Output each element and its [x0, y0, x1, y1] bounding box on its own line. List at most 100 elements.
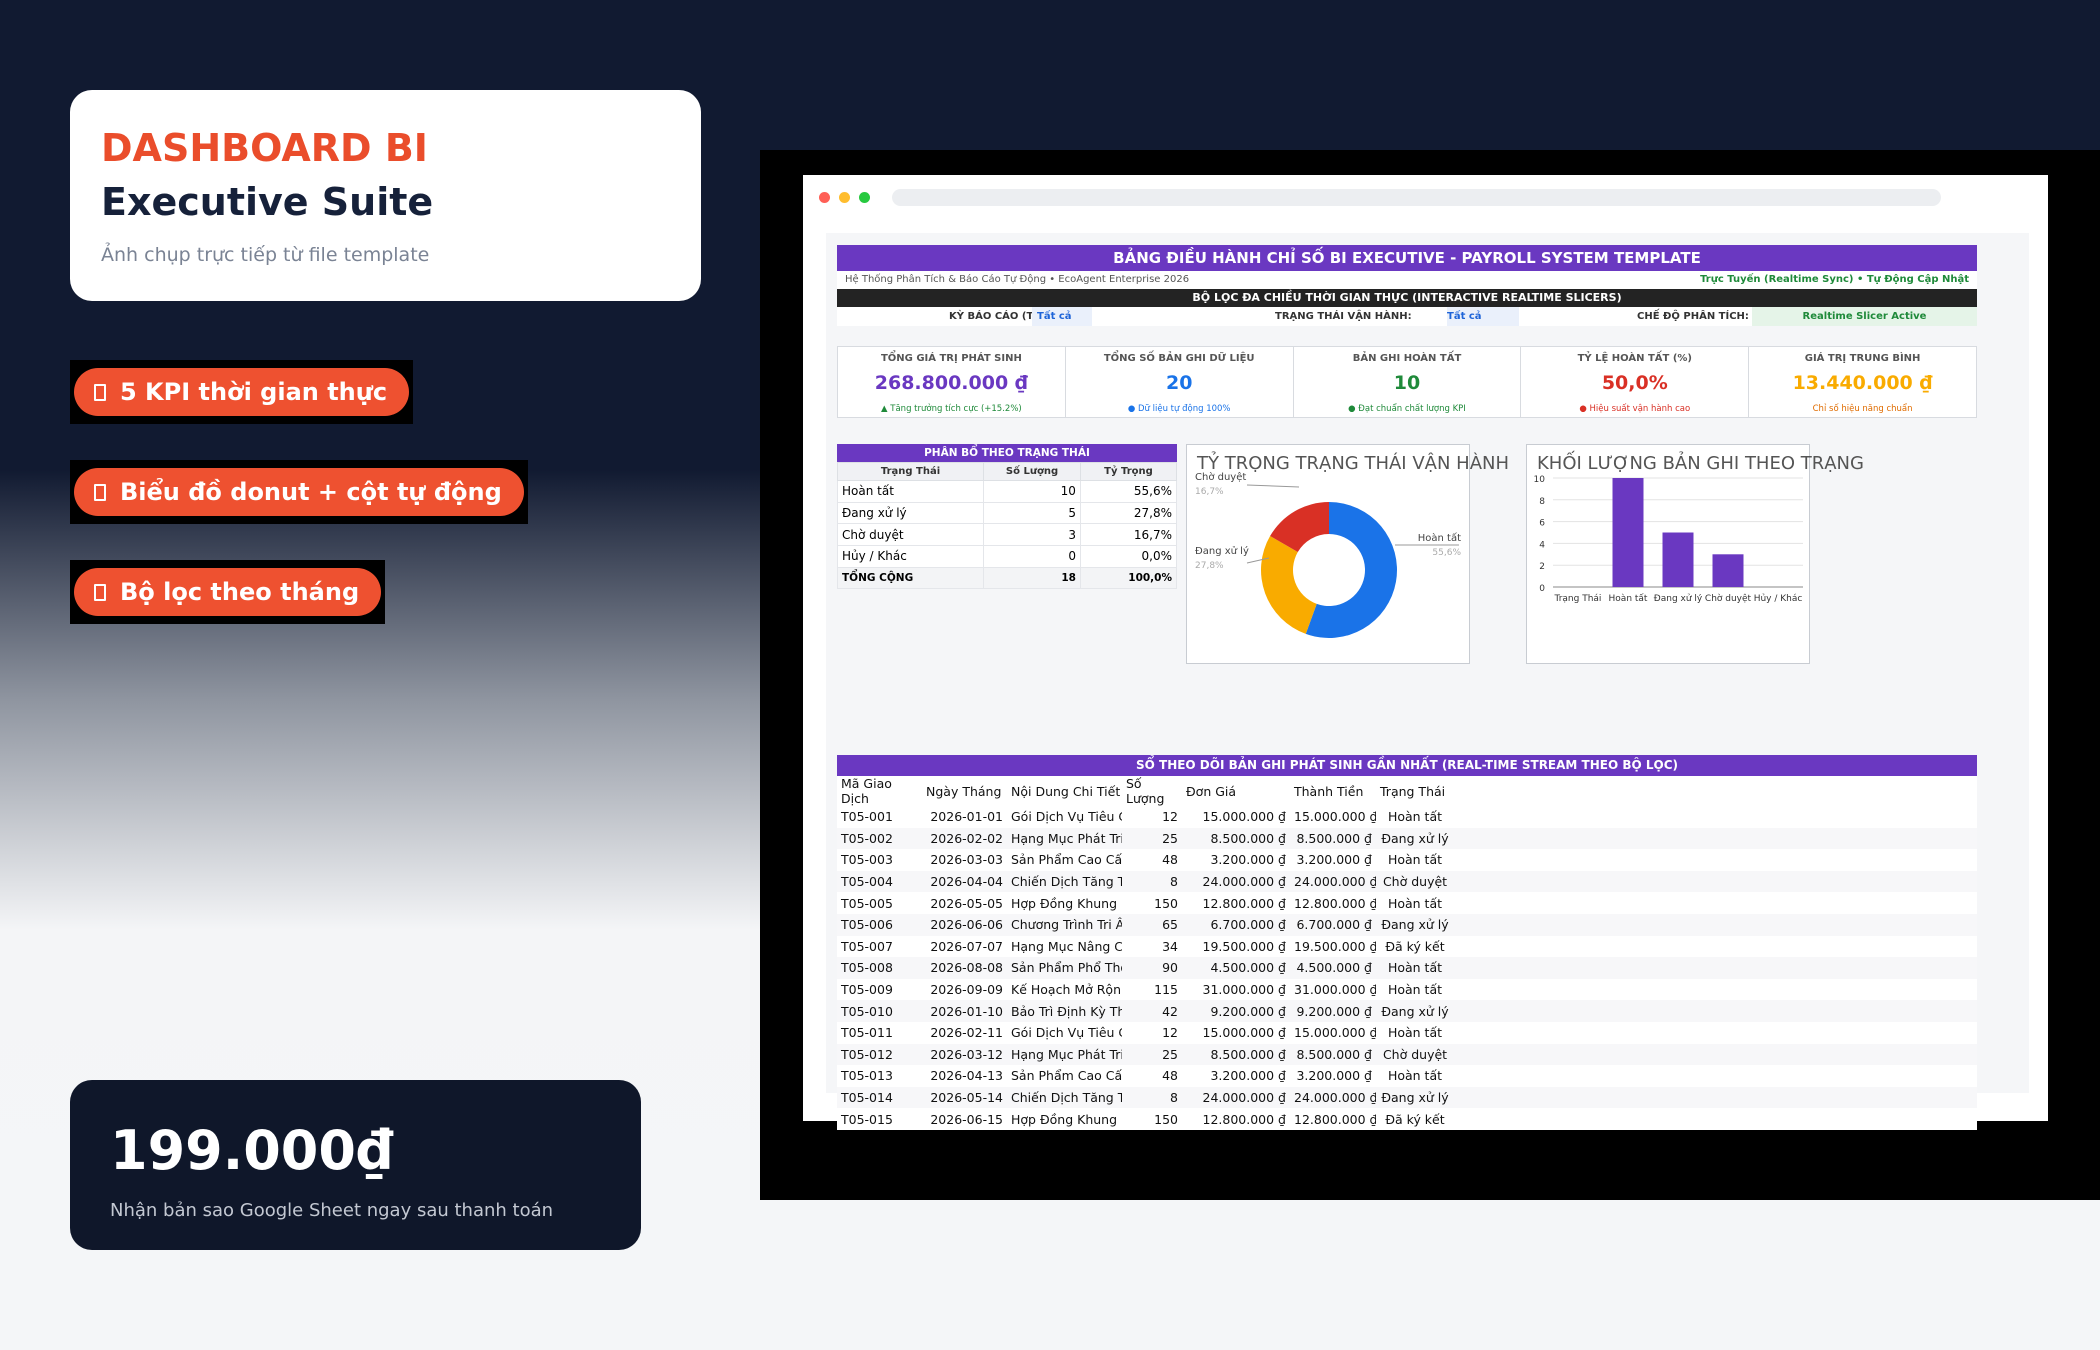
table-cell: 48	[1162, 852, 1178, 868]
table-cell: T05-011	[841, 1025, 893, 1041]
table-cell: 18	[983, 566, 1081, 590]
table-cell: Hạng Mục Nâng Cấ	[1011, 938, 1122, 954]
x-tick-label: Hoàn tất	[1609, 593, 1648, 604]
table-cell: 2026-04-13	[930, 1068, 1003, 1084]
table-row[interactable]: T05-007 2026-07-07 Hạng Mục Nâng Cấ 34 19.50…	[837, 936, 1977, 958]
table-row: Hủy / Khác 0 0,0%	[836, 545, 1178, 568]
price-card: 199.000₫ Nhận bản sao Google Sheet ngay …	[70, 1080, 641, 1250]
table-cell: 24.000.000 ₫	[1182, 1086, 1290, 1109]
donut-category-label: Hoàn tất	[1418, 532, 1461, 544]
table-cell: Hoàn tất	[1376, 957, 1454, 979]
donut-slice[interactable]	[1261, 536, 1317, 634]
table-cell: 24.000.000 ₫	[1182, 870, 1290, 893]
donut-value-label: 27,8%	[1195, 561, 1224, 571]
table-row[interactable]: T05-001 2026-01-01 Gói Dịch Vụ Tiêu C 12 15.…	[837, 806, 1977, 828]
table-cell: 34	[1162, 938, 1178, 954]
kpi-value: 268.800.000 ₫	[874, 372, 1029, 394]
price-note: Nhận bản sao Google Sheet ngay sau thanh…	[110, 1200, 554, 1221]
column-header-empty	[1454, 776, 1977, 806]
table-cell: Hợp Đồng Khung (	[1011, 895, 1122, 911]
feature-pill-charts[interactable]: Biểu đồ donut + cột tự động	[74, 468, 524, 516]
table-row[interactable]: T05-012 2026-03-12 Hạng Mục Phát Tri 25 8.50…	[837, 1043, 1977, 1066]
table-cell: Hoàn tất	[1387, 1025, 1443, 1041]
table-cell-empty	[1454, 827, 1977, 850]
bar[interactable]	[1662, 532, 1694, 588]
table-row[interactable]: T05-003 2026-03-03 Sản Phẩm Cao Cấp 48 3.200…	[837, 849, 1977, 871]
column-header: Mã Giao Dịch	[837, 776, 922, 806]
table-row[interactable]: T05-014 2026-05-14 Chiến Dịch Tăng Tr 8 24.0…	[837, 1086, 1977, 1109]
transaction-ledger: SỔ THEO DÕI BẢN GHI PHÁT SINH GẦN NHẤT (…	[837, 755, 1977, 1130]
donut-slice[interactable]	[1270, 502, 1329, 553]
table-cell: 9.200.000 ₫	[1182, 1000, 1290, 1022]
table-row[interactable]: T05-008 2026-08-08 Sản Phẩm Phổ Thô 90 4.500…	[837, 957, 1977, 979]
table-cell: Chiến Dịch Tăng Tr	[1007, 870, 1122, 893]
table-cell: Gói Dịch Vụ Tiêu C	[1011, 1025, 1122, 1041]
y-tick-label: 10	[1534, 475, 1546, 485]
mode-value: Realtime Slicer Active	[1752, 307, 1977, 326]
close-dot[interactable]	[819, 192, 830, 203]
distribution-title: PHÂN BỔ THEO TRẠNG THÁI	[837, 444, 1177, 462]
table-row[interactable]: T05-015 2026-06-15 Hợp Đồng Khung (150 12.8…	[837, 1108, 1977, 1130]
table-row[interactable]: T05-005 2026-05-05 Hợp Đồng Khung (150 12.8…	[837, 892, 1977, 914]
table-cell: 6.700.000 ₫	[1182, 913, 1290, 936]
table-row[interactable]: T05-009 2026-09-09 Kế Hoạch Mở Rộn 115 31.00…	[837, 979, 1977, 1001]
table-row[interactable]: T05-002 2026-02-02 Hạng Mục Phát Tri 25 8.50…	[837, 827, 1977, 850]
table-cell: Chờ duyệt	[1376, 1043, 1454, 1066]
table-cell: 48	[1162, 1068, 1178, 1084]
table-row[interactable]: T05-004 2026-04-04 Chiến Dịch Tăng Tr 8 24.0…	[837, 870, 1977, 893]
period-label: KỲ BÁO CÁO (THÁNG):	[949, 311, 1075, 322]
feature-pill-kpi[interactable]: 5 KPI thời gian thực	[74, 368, 410, 416]
donut-leader-line	[1246, 557, 1270, 564]
table-cell: 2026-06-15	[930, 1111, 1003, 1127]
status-slicer[interactable]: Tất cả	[1447, 307, 1519, 326]
table-cell: T05-012	[837, 1043, 922, 1066]
period-slicer[interactable]: Tất cả	[1032, 307, 1092, 326]
table-cell: 3.200.000 ₫	[1296, 852, 1372, 868]
filter-header: BỘ LỌC ĐA CHIỀU THỜI GIAN THỰC (INTERACT…	[837, 289, 1977, 307]
donut-slice[interactable]	[1305, 502, 1397, 638]
feature-pill-wrap: Bộ lọc theo tháng	[70, 560, 386, 624]
document-icon	[94, 583, 106, 601]
table-cell: Đang xử lý	[1376, 1086, 1454, 1109]
maximize-dot[interactable]	[859, 192, 870, 203]
table-row: Hoàn tất 10 55,6%	[836, 480, 1178, 503]
kpi-note: ● Đạt chuẩn chất lượng KPI	[1348, 404, 1466, 414]
table-cell: T05-002	[837, 827, 922, 850]
minimize-dot[interactable]	[839, 192, 850, 203]
kpi-note: ▲ Tăng trưởng tích cực (+15.2%)	[881, 404, 1022, 414]
table-cell: T05-014	[837, 1086, 922, 1109]
kpi-strip: TỔNG GIÁ TRỊ PHÁT SINH 268.800.000 ₫ ▲ Tăn…	[837, 346, 1977, 418]
address-bar[interactable]	[892, 189, 1941, 206]
table-cell: 15.000.000 ₫	[1202, 1025, 1287, 1041]
table-cell: T05-015	[841, 1111, 893, 1127]
table-cell: 2026-06-06	[922, 913, 1007, 936]
kpi-value: 50,0%	[1601, 372, 1668, 394]
sheet-banner: BẢNG ĐIỀU HÀNH CHỈ SỐ BI EXECUTIVE - PAY…	[837, 245, 1977, 271]
table-cell: 15.000.000 ₫	[1294, 1025, 1376, 1041]
feature-pill-filter[interactable]: Bộ lọc theo tháng	[74, 568, 382, 616]
donut-value-label: 16,7%	[1195, 487, 1224, 497]
table-cell: 2026-01-01	[930, 809, 1003, 825]
table-cell: Hủy / Khác	[836, 545, 985, 568]
hero-subtitle: Ảnh chụp trực tiếp từ file template	[101, 243, 430, 266]
table-row[interactable]: T05-006 2026-06-06 Chương Trình Tri Â 65 6.7…	[837, 913, 1977, 936]
table-cell: T05-013	[841, 1068, 893, 1084]
table-cell: 65	[1122, 913, 1182, 936]
hero-title: Executive Suite	[101, 179, 434, 224]
table-cell: 3	[983, 523, 1081, 547]
table-row[interactable]: T05-011 2026-02-11 Gói Dịch Vụ Tiêu C 12 15.…	[837, 1022, 1977, 1044]
kpi-card: GIÁ TRỊ TRUNG BÌNH 13.440.000 ₫ Chỉ số hiệ…	[1749, 347, 1976, 417]
table-cell: 24.000.000 ₫	[1290, 1086, 1376, 1109]
table-row[interactable]: T05-013 2026-04-13 Sản Phẩm Cao Cấp 48 3.200…	[837, 1065, 1977, 1087]
table-cell: 0	[983, 545, 1081, 568]
table-row[interactable]: T05-010 2026-01-10 Bảo Trì Định Kỳ Th 42 9.2…	[837, 1000, 1977, 1022]
table-cell: 8.500.000 ₫	[1290, 827, 1376, 850]
bar[interactable]	[1612, 478, 1644, 587]
browser-window: BẢNG ĐIỀU HÀNH CHỈ SỐ BI EXECUTIVE - PAY…	[803, 175, 2048, 1130]
table-cell: Hợp Đồng Khung (	[1011, 1111, 1122, 1127]
table-cell-empty	[1454, 913, 1977, 936]
table-cell: 2026-09-09	[930, 982, 1003, 998]
bar[interactable]	[1712, 554, 1744, 587]
table-cell-empty	[1454, 870, 1977, 893]
table-cell: T05-006	[837, 913, 922, 936]
